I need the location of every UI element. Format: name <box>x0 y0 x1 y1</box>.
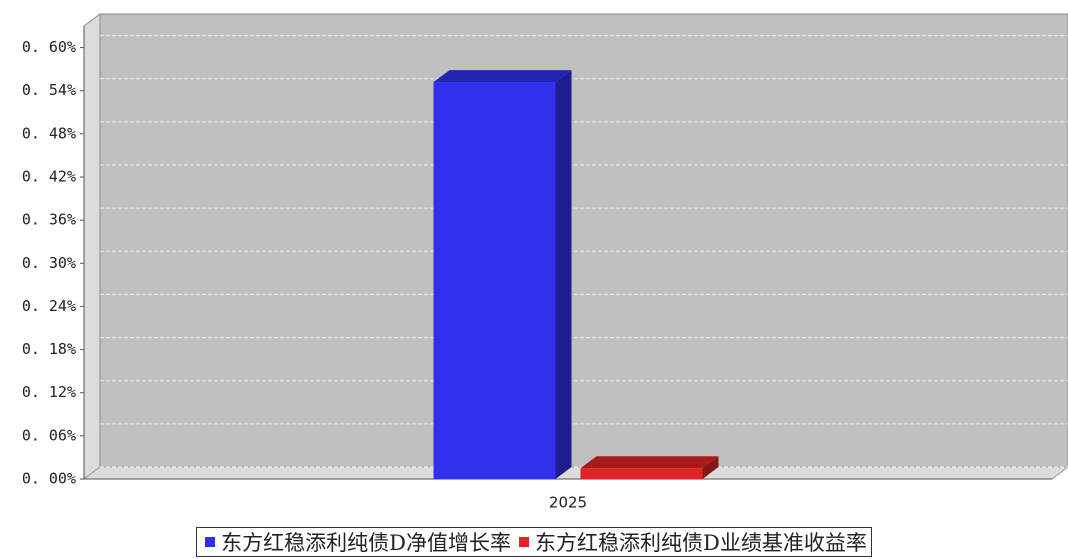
x-tick-label: 2025 <box>549 494 587 512</box>
y-tick-label: 0. 18% <box>22 340 76 358</box>
left-wall <box>83 13 101 480</box>
bar-side <box>702 456 719 479</box>
legend: 东方红稳添利纯债D净值增长率 东方红稳添利纯债D业绩基准收益率 <box>0 527 1068 557</box>
bar <box>580 468 703 479</box>
y-tick-label: 0. 54% <box>22 81 76 99</box>
y-tick-label: 0. 60% <box>22 38 76 56</box>
back-wall <box>99 13 1068 468</box>
bar-side <box>555 70 572 479</box>
y-tick-label: 0. 12% <box>22 383 76 401</box>
y-tick-label: 0. 36% <box>22 211 76 229</box>
legend-label: 东方红稳添利纯债D业绩基准收益率 <box>535 531 867 555</box>
legend-box: 东方红稳添利纯债D净值增长率 东方红稳添利纯债D业绩基准收益率 <box>196 527 872 557</box>
chart: 0. 00% 0. 06% 0. 12% 0. 18% 0. 24% 0. 30% 0. 3… <box>22 13 1068 512</box>
legend-swatch <box>519 537 529 547</box>
y-tick-label: 0. 42% <box>22 168 76 186</box>
y-tick-label: 0. 48% <box>22 124 76 142</box>
bar <box>433 82 556 479</box>
bar-top <box>580 456 719 469</box>
bar-top <box>433 70 572 83</box>
y-tick-label: 0. 06% <box>22 426 76 444</box>
y-tick-label: 0. 24% <box>22 297 76 315</box>
floor <box>82 466 1068 480</box>
legend-label: 东方红稳添利纯债D净值增长率 <box>221 531 511 555</box>
y-tick-label: 0. 30% <box>22 254 76 272</box>
y-tick-label: 0. 00% <box>22 470 76 488</box>
legend-swatch <box>205 537 216 547</box>
